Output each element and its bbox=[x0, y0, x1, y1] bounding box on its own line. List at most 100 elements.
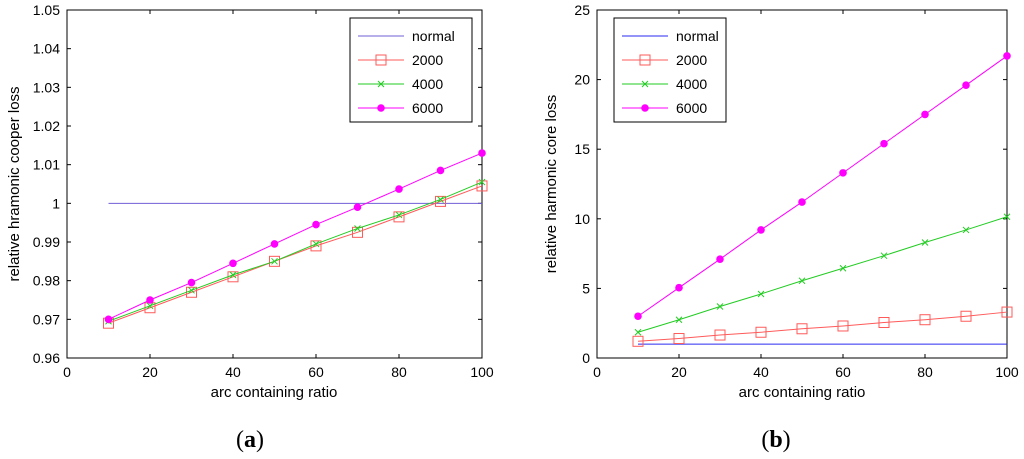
data-point-4000 bbox=[395, 211, 403, 219]
data-point-6000 bbox=[634, 312, 642, 321]
legend-box bbox=[349, 17, 473, 123]
data-point-6000 bbox=[921, 110, 929, 119]
data-point-2000 bbox=[269, 255, 280, 267]
y-tick-label: 1.05 bbox=[33, 2, 60, 18]
x-tick-label: 0 bbox=[593, 364, 601, 380]
y-axis-label-b: relative harmonic core loss bbox=[543, 95, 560, 273]
y-tick-label: 5 bbox=[582, 280, 590, 296]
y-tick-label: 0.99 bbox=[33, 234, 60, 250]
series-line-4000 bbox=[108, 181, 483, 322]
y-tick-label: 1 bbox=[52, 195, 60, 211]
data-point-6000 bbox=[798, 198, 806, 206]
series-line-6000 bbox=[637, 55, 1008, 317]
data-point-2000 bbox=[673, 333, 685, 345]
data-point-4000 bbox=[1003, 213, 1011, 221]
series-a bbox=[103, 149, 488, 329]
data-point-4000 bbox=[437, 196, 444, 203]
x-axis-label-b: arc containing ratio bbox=[739, 384, 866, 401]
legend-marker-2000 bbox=[639, 54, 651, 66]
y-tick-label: 1.04 bbox=[33, 41, 60, 57]
ticks-a: 0 20 40 60 80 100 0.96 0.97 0.98 0.99 1 1.01 1.02 1.0… bbox=[33, 2, 494, 380]
legend-label-normal: normal bbox=[412, 28, 455, 44]
legend-label-4000: 4000 bbox=[676, 76, 707, 92]
panel-label-b: (b) bbox=[761, 427, 790, 453]
legend-label-4000: 4000 bbox=[412, 76, 443, 92]
data-point-4000 bbox=[757, 290, 765, 298]
data-point-2000 bbox=[632, 335, 644, 347]
y-tick-label: 10 bbox=[574, 211, 590, 227]
y-tick-label: 1.03 bbox=[33, 79, 60, 95]
data-point-6000 bbox=[187, 278, 196, 287]
data-point-6000 bbox=[146, 296, 154, 304]
data-point-2000 bbox=[714, 329, 726, 341]
x-tick-label: 20 bbox=[142, 364, 158, 380]
legend-b: normal 2000 4000 6000 bbox=[613, 17, 727, 123]
data-point-2000 bbox=[796, 323, 808, 335]
data-point-6000 bbox=[312, 220, 320, 229]
data-point-4000 bbox=[146, 302, 154, 310]
data-point-6000 bbox=[270, 240, 279, 248]
data-point-4000 bbox=[962, 226, 970, 234]
y-tick-label: 0 bbox=[582, 350, 590, 366]
data-point-4000 bbox=[271, 257, 278, 265]
y-tick-label: 0.98 bbox=[33, 273, 60, 289]
data-point-6000 bbox=[229, 259, 237, 268]
y-tick-label: 15 bbox=[574, 141, 590, 157]
panel-label-a: (a) bbox=[236, 427, 264, 453]
data-point-4000 bbox=[354, 225, 361, 232]
series-b bbox=[632, 52, 1013, 347]
x-axis-label-a: arc containing ratio bbox=[211, 384, 338, 401]
x-tick-label: 60 bbox=[835, 364, 851, 380]
data-point-6000 bbox=[478, 149, 486, 157]
panel-a: 0 20 40 60 80 100 0.96 0.97 0.98 0.99 1 1.01 1.02 1.0… bbox=[6, 2, 494, 453]
legend-label-2000: 2000 bbox=[412, 52, 443, 68]
data-point-2000 bbox=[476, 180, 488, 192]
data-point-4000 bbox=[880, 252, 888, 260]
legend-label-2000: 2000 bbox=[676, 52, 707, 68]
series-line-2000 bbox=[637, 311, 1008, 342]
ticks-b: 0 20 40 60 80 100 0 5 10 15 20 25 bbox=[574, 2, 1018, 380]
x-tick-label: 100 bbox=[470, 364, 494, 380]
data-point-6000 bbox=[962, 81, 970, 89]
data-point-4000 bbox=[839, 264, 847, 272]
data-point-6000 bbox=[716, 255, 724, 263]
data-point-4000 bbox=[634, 328, 642, 336]
series-line-4000 bbox=[637, 216, 1008, 333]
data-point-6000 bbox=[839, 169, 847, 177]
data-point-6000 bbox=[1003, 52, 1011, 60]
x-tick-label: 60 bbox=[308, 364, 324, 380]
data-point-6000 bbox=[880, 139, 888, 148]
legend-marker-6000 bbox=[377, 104, 385, 112]
data-point-6000 bbox=[757, 226, 765, 234]
y-tick-label: 1.01 bbox=[33, 157, 60, 173]
data-point-2000 bbox=[919, 314, 931, 326]
legend-marker-4000 bbox=[377, 80, 385, 88]
data-point-4000 bbox=[798, 277, 806, 285]
y-tick-label: 1.02 bbox=[33, 118, 60, 134]
data-point-4000 bbox=[478, 178, 486, 186]
data-point-2000 bbox=[837, 320, 849, 332]
legend-marker-4000 bbox=[641, 80, 649, 88]
data-point-2000 bbox=[755, 326, 767, 338]
series-line-2000 bbox=[108, 185, 483, 324]
x-tick-label: 100 bbox=[995, 364, 1019, 380]
y-axis-label-a: relative hramonic cooper loss bbox=[6, 86, 23, 281]
data-point-4000 bbox=[921, 239, 929, 246]
x-tick-label: 0 bbox=[63, 364, 71, 380]
data-point-4000 bbox=[675, 316, 683, 324]
y-tick-label: 25 bbox=[574, 2, 590, 18]
y-tick-label: 0.96 bbox=[33, 350, 60, 366]
legend-a: normal 2000 4000 6000 bbox=[349, 17, 473, 123]
x-tick-label: 40 bbox=[225, 364, 241, 380]
data-point-6000 bbox=[675, 283, 683, 292]
legend-label-normal: normal bbox=[676, 28, 719, 44]
y-tick-label: 20 bbox=[574, 72, 590, 88]
legend-box bbox=[613, 17, 727, 123]
data-point-4000 bbox=[229, 271, 237, 279]
data-point-2000 bbox=[352, 226, 363, 238]
legend-marker-2000 bbox=[375, 54, 387, 66]
legend-marker-6000 bbox=[641, 104, 649, 112]
data-point-6000 bbox=[436, 166, 445, 175]
x-tick-label: 80 bbox=[391, 364, 407, 380]
